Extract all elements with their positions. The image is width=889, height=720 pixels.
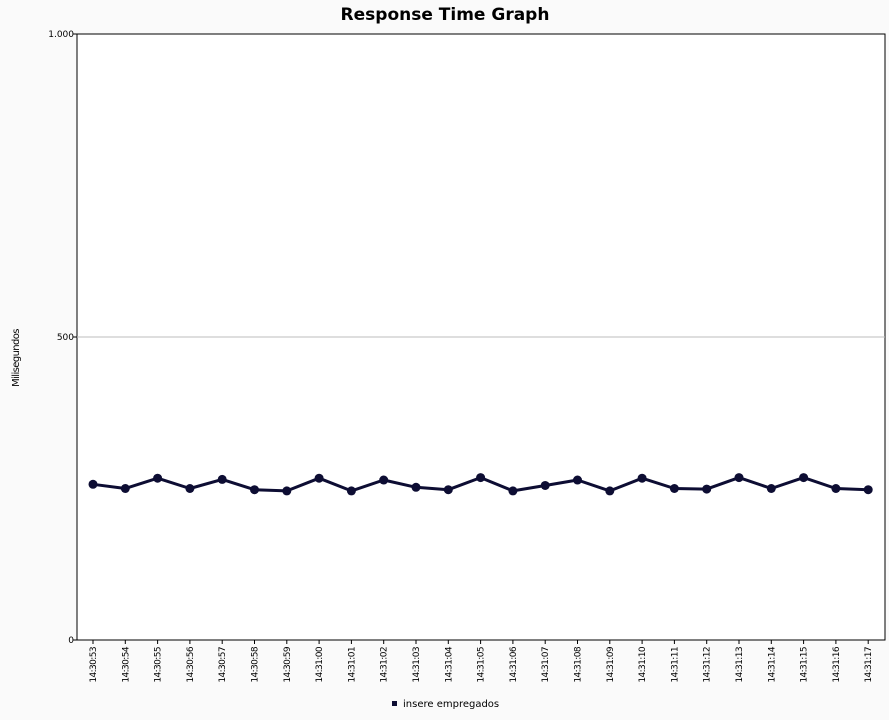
data-point bbox=[120, 484, 130, 493]
data-point bbox=[282, 486, 292, 496]
x-tick-label: 14:31:11 bbox=[670, 647, 680, 683]
y-tick-label: 500 bbox=[57, 333, 74, 343]
x-tick-label: 14:31:07 bbox=[541, 647, 551, 683]
data-point bbox=[379, 475, 389, 485]
x-tick-label: 14:31:00 bbox=[315, 646, 325, 682]
data-point bbox=[411, 482, 421, 492]
data-point bbox=[863, 485, 873, 495]
data-point bbox=[540, 480, 550, 490]
data-point bbox=[605, 486, 615, 496]
x-tick-label: 14:30:53 bbox=[89, 647, 99, 683]
x-axis-ticks: 14:30:53 14:30:54 14:30:55 14:30:56 14:30:57… bbox=[89, 640, 874, 683]
data-point bbox=[314, 473, 324, 483]
data-point bbox=[637, 473, 647, 483]
y-axis-label: Milisegundos bbox=[11, 329, 22, 387]
data-point bbox=[88, 479, 98, 489]
x-tick-label: 14:30:59 bbox=[283, 646, 293, 682]
data-point bbox=[443, 485, 453, 495]
x-tick-label: 14:30:54 bbox=[121, 646, 131, 682]
x-tick-label: 14:31:03 bbox=[412, 647, 422, 683]
data-point bbox=[799, 473, 809, 483]
data-point bbox=[734, 473, 744, 483]
x-tick-label: 14:31:04 bbox=[444, 646, 454, 682]
y-tick-label: 0 bbox=[68, 636, 74, 646]
x-tick-label: 14:31:05 bbox=[477, 647, 487, 683]
x-tick-label: 14:31:16 bbox=[832, 646, 842, 682]
data-point bbox=[346, 486, 356, 496]
y-axis-ticks: 0 500 1.000 bbox=[48, 30, 77, 646]
x-tick-label: 14:31:02 bbox=[380, 647, 390, 683]
data-point bbox=[702, 484, 712, 494]
x-tick-label: 14:31:13 bbox=[735, 647, 745, 683]
data-point bbox=[669, 484, 679, 493]
data-point bbox=[573, 475, 582, 485]
x-tick-label: 14:31:06 bbox=[509, 646, 519, 682]
data-point bbox=[153, 473, 163, 483]
data-point bbox=[508, 486, 518, 496]
x-tick-label: 14:31:12 bbox=[703, 647, 713, 683]
data-point bbox=[476, 473, 486, 483]
x-tick-label: 14:31:15 bbox=[800, 647, 810, 683]
legend-swatch bbox=[392, 701, 397, 706]
data-point bbox=[217, 474, 227, 484]
chart-title: Response Time Graph bbox=[341, 5, 550, 25]
x-tick-label: 14:30:57 bbox=[218, 647, 228, 683]
x-tick-label: 14:30:55 bbox=[154, 647, 164, 683]
x-tick-label: 14:31:01 bbox=[347, 647, 357, 683]
x-tick-label: 14:31:09 bbox=[606, 646, 616, 682]
series-layer bbox=[88, 473, 873, 496]
legend-label: insere empregados bbox=[403, 699, 499, 710]
data-point bbox=[185, 484, 195, 493]
x-tick-label: 14:30:56 bbox=[186, 646, 196, 682]
legend: insere empregados bbox=[392, 699, 499, 710]
data-point bbox=[766, 484, 776, 493]
x-tick-label: 14:30:58 bbox=[251, 646, 261, 682]
data-point bbox=[250, 485, 259, 495]
x-tick-label: 14:31:14 bbox=[767, 646, 777, 682]
x-tick-label: 14:31:08 bbox=[574, 646, 584, 682]
data-point bbox=[831, 484, 841, 493]
x-tick-label: 14:31:10 bbox=[638, 646, 648, 682]
x-tick-label: 14:31:17 bbox=[864, 647, 874, 683]
y-tick-label: 1.000 bbox=[48, 30, 74, 40]
